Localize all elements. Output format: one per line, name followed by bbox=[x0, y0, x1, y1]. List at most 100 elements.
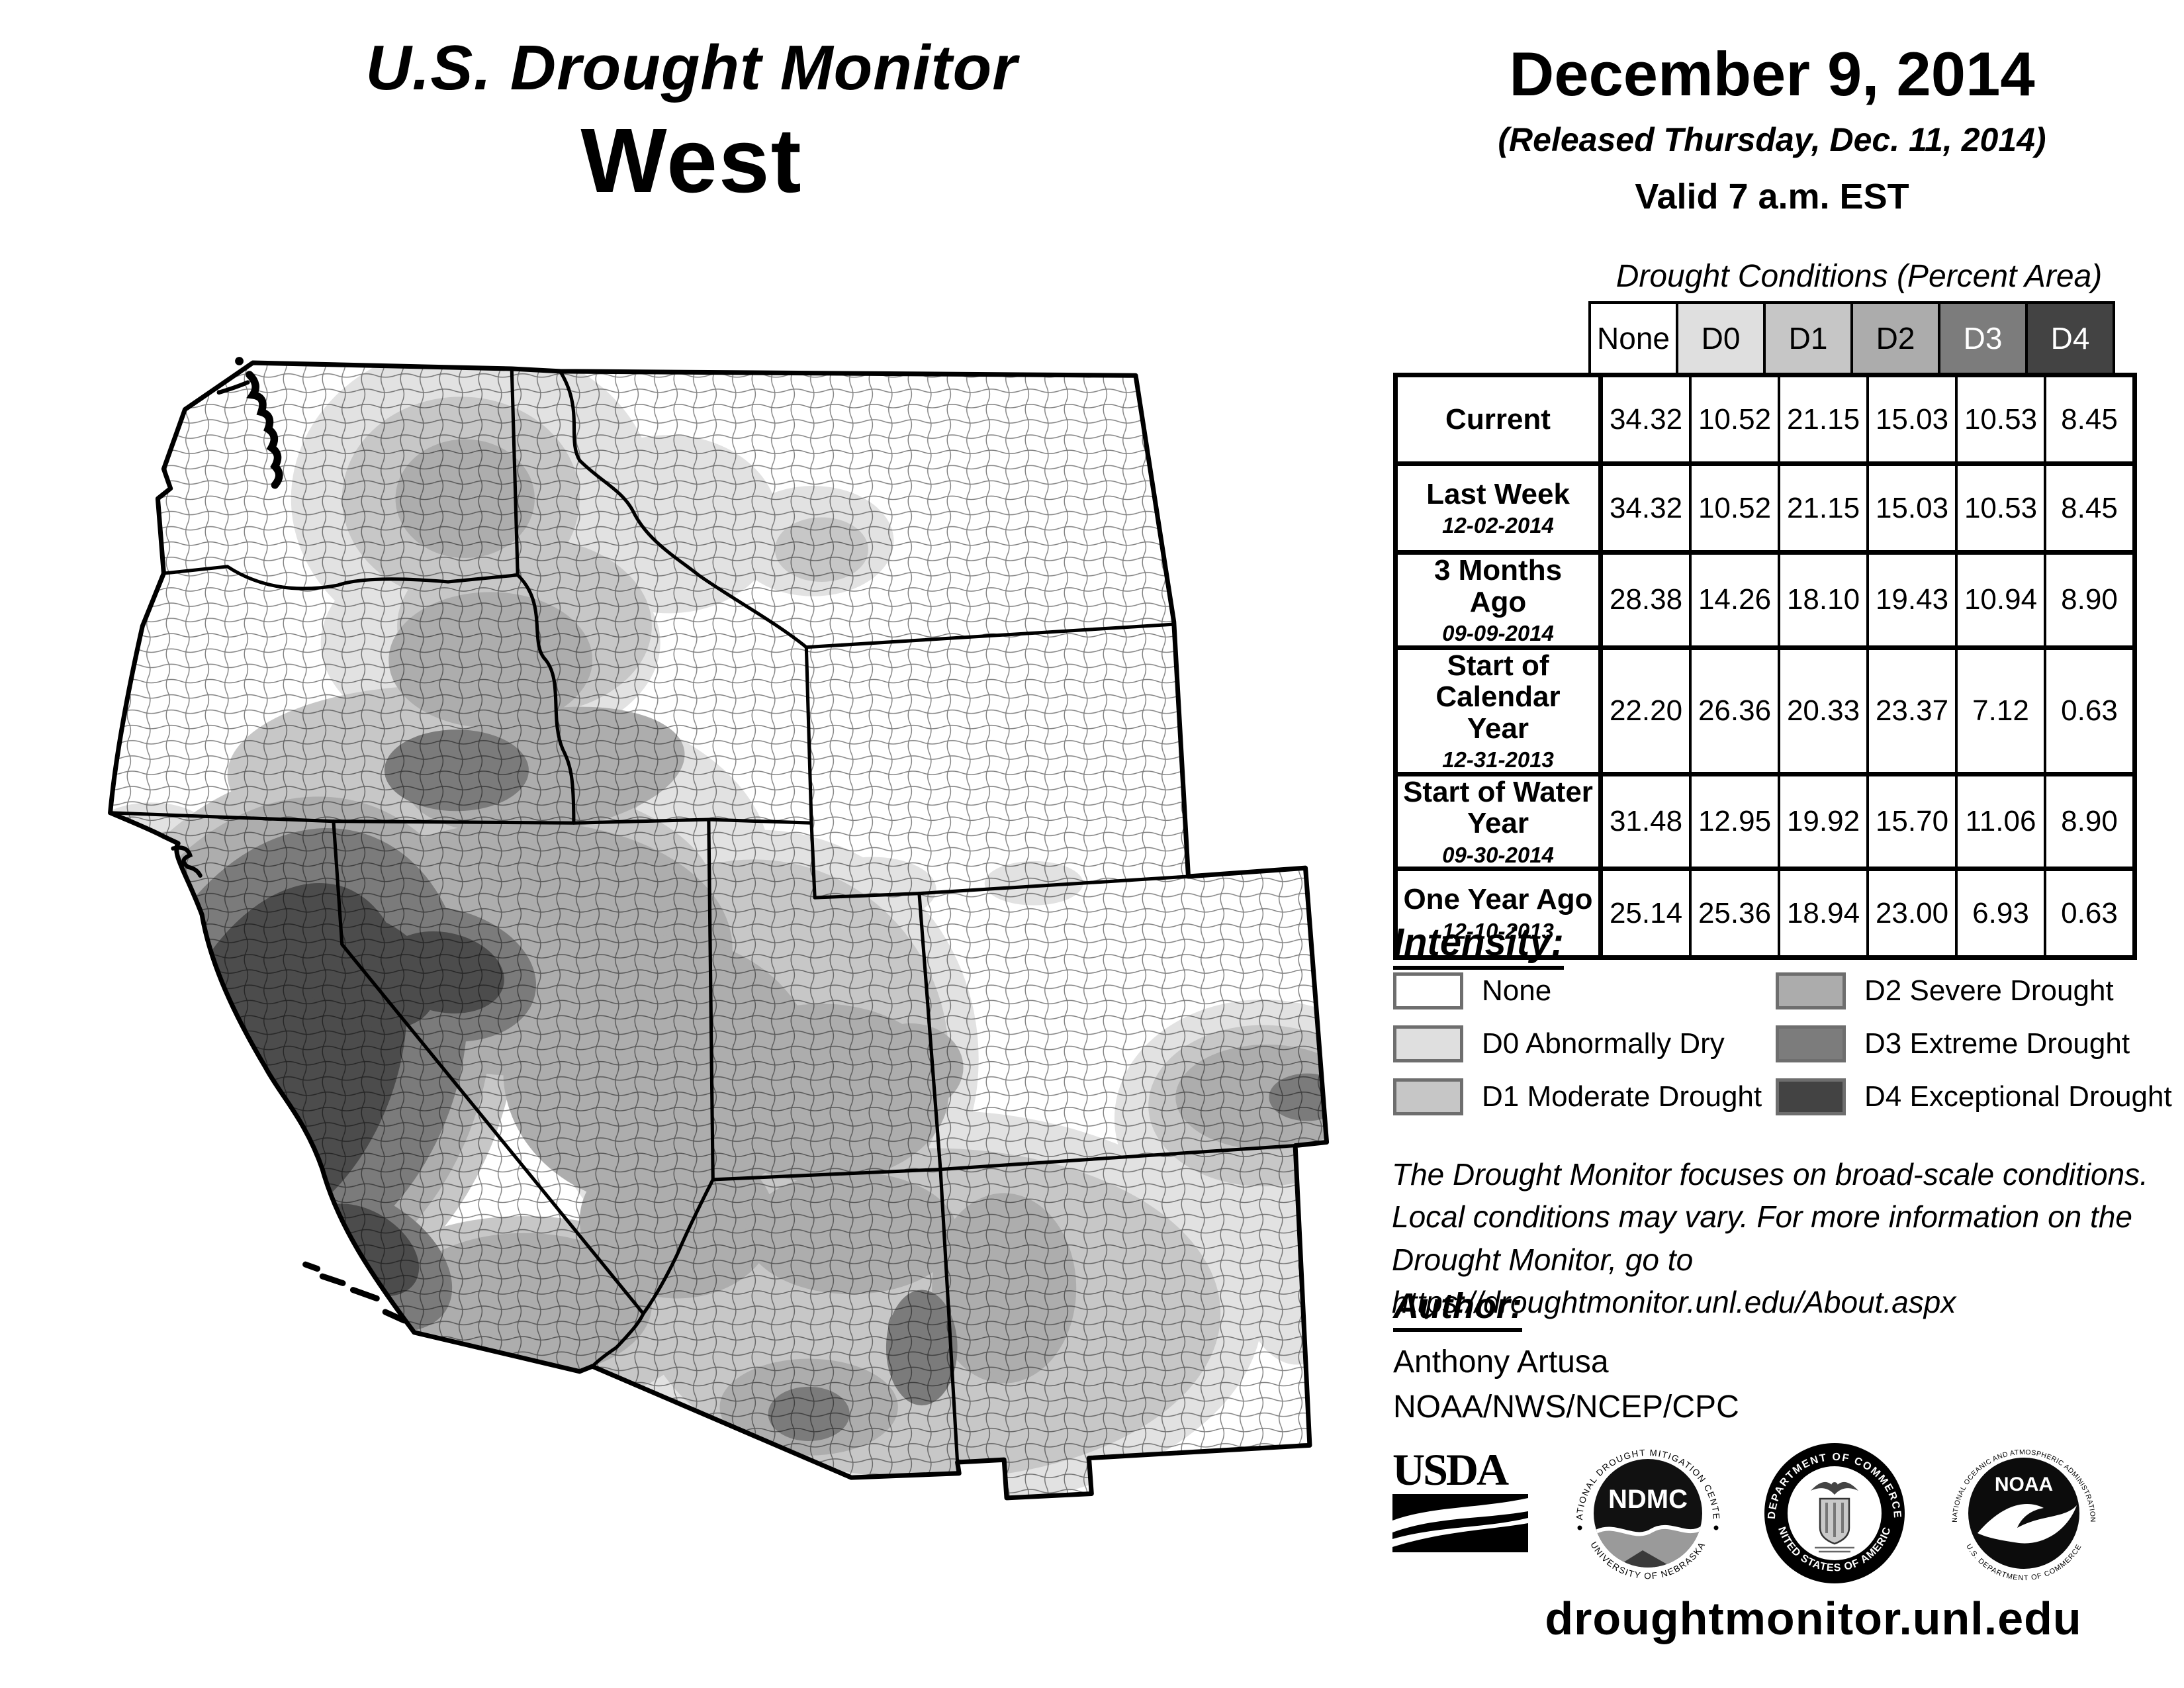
state-borders bbox=[109, 367, 1297, 1464]
usda-logo: USDA bbox=[1392, 1446, 1528, 1552]
row-label: Last Week 12-02-2014 bbox=[1393, 461, 1603, 555]
cell: 15.03 bbox=[1866, 373, 1958, 466]
row-label: 3 Months Ago 09-09-2014 bbox=[1393, 550, 1603, 650]
table-header: None D0 D1 D2 D3 D4 bbox=[1588, 301, 2115, 375]
col-header-d4: D4 bbox=[2025, 301, 2115, 375]
region-outline bbox=[108, 360, 1330, 1501]
cell: 19.92 bbox=[1778, 771, 1869, 872]
swatch-d1 bbox=[1393, 1078, 1463, 1115]
cell: 8.90 bbox=[2044, 550, 2137, 650]
release-date: (Released Thursday, Dec. 11, 2014) bbox=[1498, 121, 2046, 158]
author-organization: NOAA/NWS/NCEP/CPC bbox=[1393, 1389, 1739, 1425]
cell: 10.52 bbox=[1689, 461, 1780, 555]
cell: 31.48 bbox=[1599, 771, 1692, 872]
col-header-none: None bbox=[1588, 301, 1678, 375]
valid-time: Valid 7 a.m. EST bbox=[1635, 177, 1909, 216]
page-title-region: West bbox=[580, 110, 803, 212]
cell: 11.06 bbox=[1955, 771, 2046, 872]
cell: 10.52 bbox=[1689, 373, 1780, 466]
ndmc-text: NDMC bbox=[1608, 1485, 1688, 1514]
cell: 23.00 bbox=[1866, 867, 1958, 961]
table-row: Last Week 12-02-2014 34.32 10.52 21.15 15… bbox=[1393, 461, 2137, 555]
cell: 12.95 bbox=[1689, 771, 1780, 872]
cell: 15.70 bbox=[1866, 771, 1958, 872]
row-label: One Year Ago 12-10-2013 bbox=[1393, 867, 1603, 961]
cell: 10.94 bbox=[1955, 550, 2046, 650]
cell: 34.32 bbox=[1599, 461, 1692, 555]
row-label: Start of Water Year 09-30-2014 bbox=[1393, 771, 1603, 872]
legend-item-d0: D0 Abnormally Dry bbox=[1393, 1023, 1725, 1064]
legend-item-none: None bbox=[1393, 970, 1551, 1011]
cell: 22.20 bbox=[1599, 645, 1692, 776]
table-row: Current 34.32 10.52 21.15 15.03 10.53 8.… bbox=[1393, 373, 2137, 466]
page-title: U.S. Drought Monitor West bbox=[0, 32, 1383, 214]
cell: 8.90 bbox=[2044, 771, 2137, 872]
disclaimer-line: Drought Monitor, go to https://droughtmo… bbox=[1392, 1242, 1956, 1320]
cell: 7.12 bbox=[1955, 645, 2046, 776]
swatch-none bbox=[1393, 972, 1463, 1009]
swatch-d3 bbox=[1776, 1025, 1846, 1062]
sf-bay-water bbox=[171, 845, 203, 878]
cell: 25.36 bbox=[1689, 867, 1780, 961]
author-heading: Author: bbox=[1393, 1286, 1522, 1332]
table-row: One Year Ago 12-10-2013 25.14 25.36 18.94… bbox=[1393, 867, 2137, 961]
noaa-text: NOAA bbox=[1995, 1474, 2053, 1495]
cell: 19.43 bbox=[1866, 550, 1958, 650]
table-row: Start of Water Year 09-30-2014 31.48 12.9… bbox=[1393, 771, 2137, 872]
col-header-d2: D2 bbox=[1850, 301, 1940, 375]
channel-islands bbox=[302, 1261, 407, 1324]
cell: 10.53 bbox=[1955, 373, 2046, 466]
legend-item-d2: D2 Severe Drought bbox=[1776, 970, 2114, 1011]
conditions-table: Current 34.32 10.52 21.15 15.03 10.53 8.… bbox=[1393, 373, 2137, 961]
drought-map bbox=[108, 357, 1330, 1501]
table-row: Start of Calendar Year 12-31-2013 22.20 2… bbox=[1393, 645, 2137, 776]
cell: 26.36 bbox=[1689, 645, 1780, 776]
table-title: Drought Conditions (Percent Area) bbox=[1615, 259, 2103, 294]
department-of-commerce-seal: DEPARTMENT OF COMMERCE UNITED STATES OF … bbox=[1764, 1443, 1905, 1583]
swatch-d4 bbox=[1776, 1078, 1846, 1115]
swatch-d0 bbox=[1393, 1025, 1463, 1062]
cell: 8.45 bbox=[2044, 461, 2137, 555]
author-name: Anthony Artusa bbox=[1393, 1344, 1609, 1380]
cell: 0.63 bbox=[2044, 645, 2137, 776]
disclaimer-line: Local conditions may vary. For more info… bbox=[1392, 1199, 2132, 1235]
county-lines bbox=[110, 363, 1327, 1498]
puget-sound-water bbox=[216, 357, 283, 489]
cell: 23.37 bbox=[1866, 645, 1958, 776]
disclaimer-line: The Drought Monitor focuses on broad-sca… bbox=[1392, 1157, 2148, 1192]
table-row: 3 Months Ago 09-09-2014 28.38 14.26 18.10… bbox=[1393, 550, 2137, 650]
row-label: Current bbox=[1393, 373, 1603, 466]
usda-text: USDA bbox=[1392, 1446, 1509, 1495]
disclaimer: The Drought Monitor focuses on broad-sca… bbox=[1392, 1153, 2160, 1324]
cell: 21.15 bbox=[1778, 373, 1869, 466]
ndmc-logo: NDMC NATIONAL DROUGHT MITIGATION CENTER … bbox=[1574, 1448, 1721, 1581]
cell: 14.26 bbox=[1689, 550, 1780, 650]
report-date: December 9, 2014 bbox=[1509, 39, 2035, 109]
swatch-d2 bbox=[1776, 972, 1846, 1009]
legend-item-d1: D1 Moderate Drought bbox=[1393, 1076, 1762, 1117]
page-title-main: U.S. Drought Monitor bbox=[365, 32, 1018, 103]
cell: 20.33 bbox=[1778, 645, 1869, 776]
cell: 15.03 bbox=[1866, 461, 1958, 555]
legend-item-d3: D3 Extreme Drought bbox=[1776, 1023, 2130, 1064]
cell: 28.38 bbox=[1599, 550, 1692, 650]
legend-heading: Intensity: bbox=[1393, 920, 1564, 970]
cell: 18.10 bbox=[1778, 550, 1869, 650]
cell: 8.45 bbox=[2044, 373, 2137, 466]
cell: 25.14 bbox=[1599, 867, 1692, 961]
col-header-d3: D3 bbox=[1938, 301, 2028, 375]
row-label: Start of Calendar Year 12-31-2013 bbox=[1393, 645, 1603, 776]
doc-eagle-shield bbox=[1811, 1481, 1858, 1553]
cell: 10.53 bbox=[1955, 461, 2046, 555]
col-header-d0: D0 bbox=[1676, 301, 1766, 375]
date-block: December 9, 2014 (Released Thursday, Dec… bbox=[1403, 38, 2141, 217]
cell: 0.63 bbox=[2044, 867, 2137, 961]
legend-item-d4: D4 Exceptional Drought bbox=[1776, 1076, 2172, 1117]
cell: 6.93 bbox=[1955, 867, 2046, 961]
noaa-logo: NOAA NATIONAL OCEANIC AND ATMOSPHERIC AD… bbox=[1951, 1448, 2097, 1582]
cell: 34.32 bbox=[1599, 373, 1692, 466]
site-url: droughtmonitor.unl.edu bbox=[1545, 1593, 2082, 1644]
cell: 18.94 bbox=[1778, 867, 1869, 961]
cell: 21.15 bbox=[1778, 461, 1869, 555]
